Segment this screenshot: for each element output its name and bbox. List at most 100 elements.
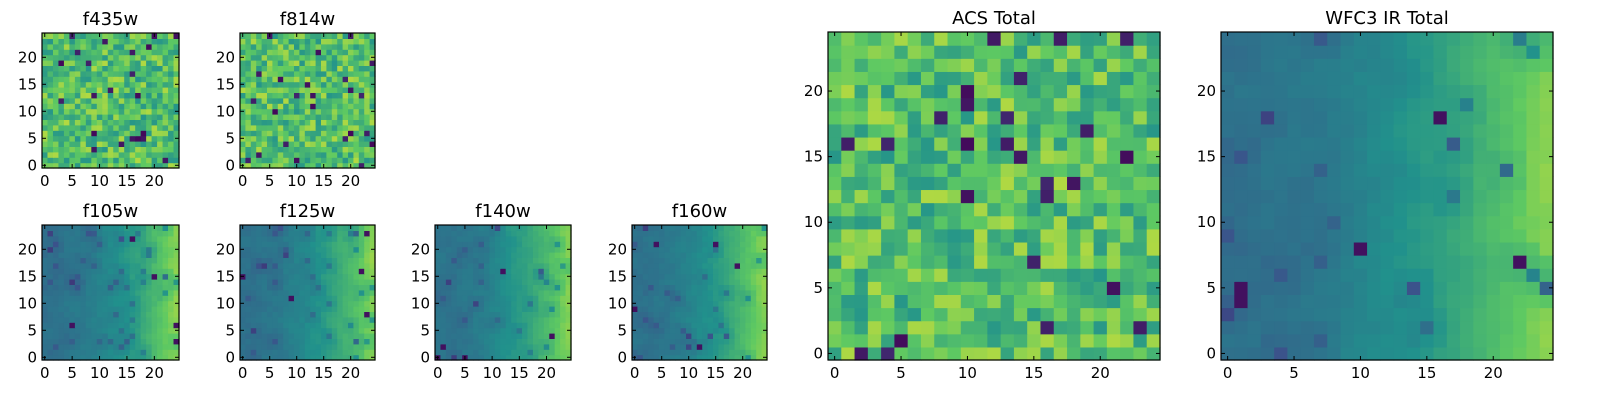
heatmap-cell <box>162 300 169 307</box>
heatmap-cell <box>261 316 268 323</box>
heatmap-cell <box>140 33 147 39</box>
heatmap-cell <box>277 76 284 83</box>
heatmap-cell <box>691 252 698 258</box>
heatmap-cell <box>129 225 136 231</box>
heatmap-cell <box>1000 189 1015 204</box>
heatmap-cell <box>369 76 376 83</box>
heatmap-cell <box>713 246 719 253</box>
heatmap-cell <box>42 230 49 237</box>
heatmap-cell <box>140 300 147 307</box>
heatmap-cell <box>173 306 180 312</box>
heatmap-cell <box>478 257 485 264</box>
heatmap-cell <box>337 354 344 361</box>
heatmap-cell <box>80 235 87 242</box>
heatmap-cell <box>245 38 252 45</box>
heatmap-cell <box>1067 123 1081 138</box>
heatmap-cell <box>342 262 349 269</box>
heatmap-cell <box>648 306 655 312</box>
heatmap-cell <box>723 354 730 361</box>
heatmap-cell <box>632 230 638 237</box>
heatmap-cell <box>358 54 365 61</box>
heatmap-cell <box>702 252 709 258</box>
heatmap-cell <box>256 130 263 137</box>
heatmap-cell <box>729 316 736 323</box>
heatmap-cell <box>538 257 545 264</box>
heatmap-cell <box>74 54 81 61</box>
heatmap-cell <box>47 279 54 285</box>
heatmap-cell <box>245 49 252 56</box>
heatmap-cell <box>326 241 333 248</box>
heatmap-cell <box>135 311 142 318</box>
heatmap-cell <box>713 289 719 296</box>
heatmap-cell <box>527 279 534 285</box>
heatmap-cell <box>740 306 746 312</box>
heatmap-cell <box>107 327 114 334</box>
heatmap-cell <box>1027 320 1042 335</box>
heatmap-cell <box>456 268 463 275</box>
heatmap-cell <box>135 273 142 280</box>
heatmap-cell <box>648 225 655 231</box>
heatmap-cell <box>331 124 338 131</box>
heatmap-cell <box>63 295 70 302</box>
heatmap-cell <box>920 58 935 72</box>
heatmap-cell <box>304 316 311 323</box>
heatmap-cell <box>321 141 327 147</box>
heatmap-cell <box>1013 215 1028 230</box>
heatmap-cell <box>1406 268 1421 282</box>
heatmap-cell <box>740 241 746 248</box>
heatmap-cell <box>680 262 687 269</box>
heatmap-cell <box>723 316 730 323</box>
heatmap-cell <box>256 76 263 83</box>
heatmap-cell <box>1327 255 1342 269</box>
heatmap-cell <box>1120 58 1135 72</box>
heatmap-cell <box>1093 150 1108 164</box>
heatmap-cell <box>283 43 290 50</box>
heatmap-cell <box>277 151 284 158</box>
heatmap-cell <box>283 135 290 142</box>
heatmap-cell <box>118 38 125 45</box>
heatmap-cell <box>283 33 290 39</box>
heatmap-cell <box>761 338 768 345</box>
panel-title: f140w <box>475 201 530 222</box>
heatmap-cell <box>294 322 300 329</box>
heatmap-cell <box>135 124 142 131</box>
heatmap-cell <box>1499 215 1514 230</box>
heatmap-cell <box>337 33 344 39</box>
heatmap-cell <box>675 333 682 339</box>
heatmap-cell <box>723 343 730 350</box>
heatmap-cell <box>168 108 175 115</box>
heatmap-cell <box>58 76 65 83</box>
heatmap-cell <box>1234 268 1249 282</box>
heatmap-cell <box>1080 58 1095 72</box>
heatmap-cell <box>462 246 469 253</box>
heatmap-cell <box>47 60 54 66</box>
heatmap-cell <box>369 279 376 285</box>
heatmap-cell <box>304 241 311 248</box>
heatmap-cell <box>47 65 54 72</box>
heatmap-cell <box>283 246 290 253</box>
heatmap-cell <box>261 141 268 147</box>
heatmap-cell <box>686 343 692 350</box>
heatmap-cell <box>256 43 263 50</box>
heatmap-cell <box>124 241 131 248</box>
heatmap-cell <box>42 60 49 66</box>
heatmap-cell <box>560 230 567 237</box>
heatmap-cell <box>342 38 349 45</box>
heatmap-cell <box>124 300 131 307</box>
heatmap-cell <box>299 306 306 312</box>
heatmap-cell <box>1539 255 1554 269</box>
heatmap-cell <box>240 114 246 120</box>
heatmap-cell <box>261 65 268 72</box>
heatmap-cell <box>118 108 125 115</box>
heatmap-cell <box>756 246 763 253</box>
heatmap-cell <box>750 354 757 361</box>
heatmap-cell <box>240 284 246 291</box>
heatmap-cell <box>691 241 698 248</box>
heatmap-cell <box>494 262 501 269</box>
heatmap-cell <box>299 230 306 237</box>
heatmap-cell <box>745 343 752 350</box>
heatmap-cell <box>1000 58 1015 72</box>
heatmap-cell <box>299 119 306 126</box>
heatmap-cell <box>157 130 164 137</box>
